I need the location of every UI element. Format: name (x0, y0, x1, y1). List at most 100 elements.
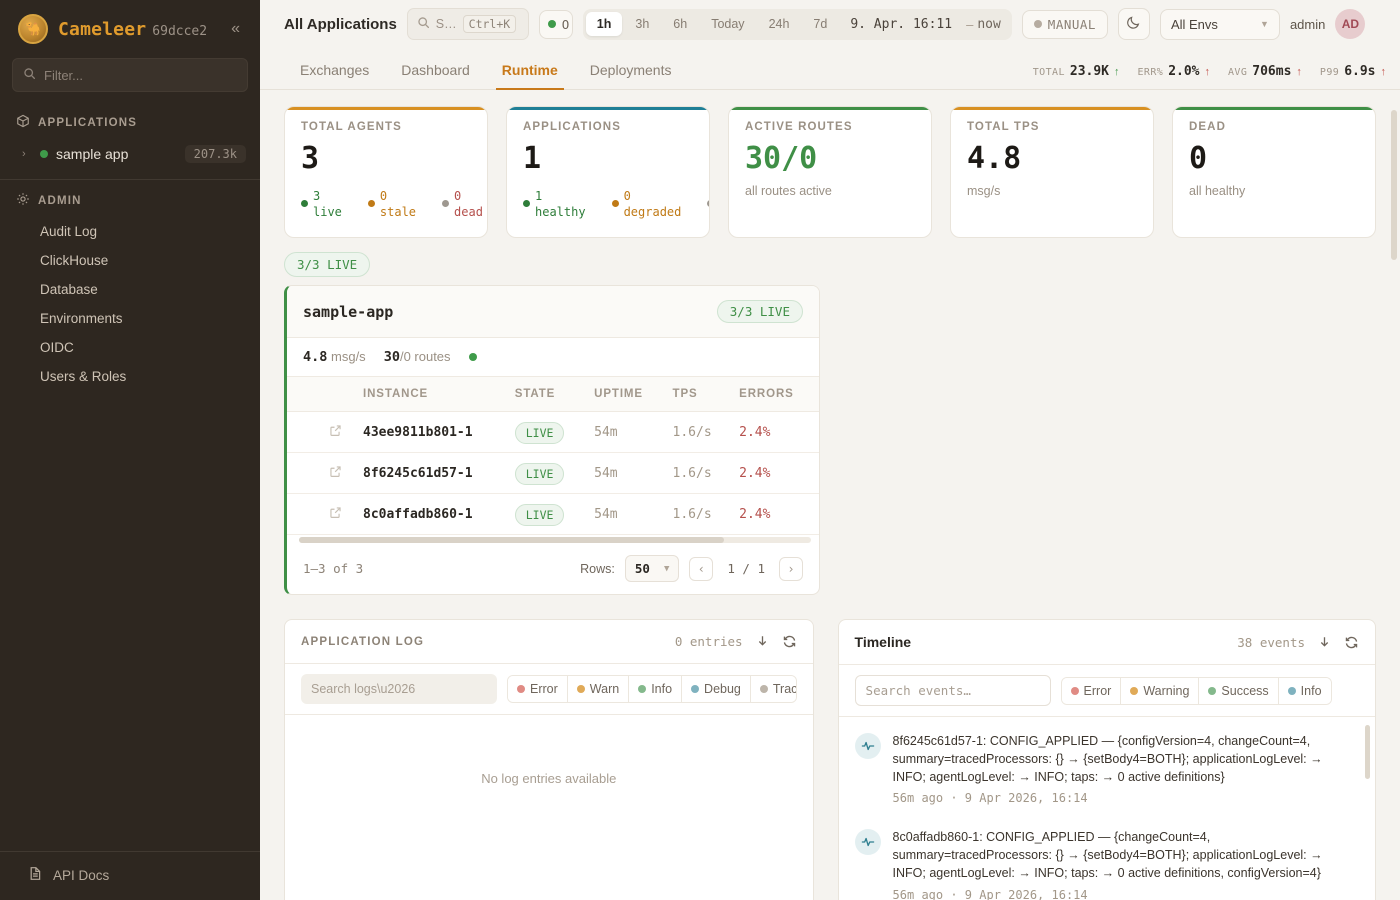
cell-errors: 2.4% (731, 493, 817, 535)
open-external-icon[interactable] (321, 452, 355, 494)
chevrons-left-icon[interactable]: « (231, 20, 240, 37)
timeline-scrollbar[interactable] (1365, 725, 1370, 779)
sidebar-item-clickhouse[interactable]: ClickHouse (40, 253, 109, 268)
range-from[interactable]: 9. Apr. 16:11 (850, 16, 953, 32)
next-page-button[interactable]: › (779, 556, 803, 581)
metric-label: AVG (1228, 67, 1248, 78)
sidebar-filter-input[interactable] (44, 67, 237, 83)
sidebar-item-users-roles[interactable]: Users & Roles (40, 369, 127, 384)
activity-icon (854, 733, 881, 759)
level-dot (1208, 686, 1217, 695)
download-icon[interactable] (1317, 635, 1332, 650)
log-level-label: Info (651, 682, 673, 696)
rows-per-page-select[interactable]: 50 ▼ (624, 555, 680, 582)
table-row[interactable]: 8f6245c61d57-1 LIVE 54m 1.6/s 2.4% 3 (287, 452, 819, 494)
th-heap[interactable]: H (816, 377, 819, 412)
refresh-mode-badge[interactable]: MANUAL (1021, 9, 1108, 39)
download-icon[interactable] (755, 634, 770, 649)
table-row[interactable]: 8c0affadb860-1 LIVE 54m 1.6/s 2.4% 4 (287, 493, 819, 535)
metric-label: TOTAL (1032, 67, 1065, 78)
range-to[interactable]: now (977, 16, 1001, 32)
log-empty-message: No log entries available (481, 771, 617, 786)
kpi-label: DEAD (1189, 121, 1226, 133)
header-metrics: TOTAL 23.9K ↑ ERR% 2.0% ↑ AVG 706ms ↑ P9… (1033, 64, 1386, 89)
log-search-input[interactable] (301, 674, 497, 704)
th-state[interactable]: STATE (506, 377, 587, 412)
theme-toggle-button[interactable] (1117, 8, 1150, 40)
th-errors[interactable]: ERRORS (731, 377, 817, 412)
open-external-icon[interactable] (321, 411, 355, 453)
page-scroll-area: TOTAL AGENTS 3 3 live (260, 90, 1400, 900)
log-level-debug[interactable]: Debug (682, 676, 751, 702)
tab-dashboard[interactable]: Dashboard (401, 62, 470, 78)
timeline-search-input[interactable] (854, 675, 1051, 706)
user-name: admin (1289, 16, 1326, 32)
connection-status-pill[interactable]: O (538, 9, 573, 39)
table-row[interactable]: 43ee9811b801-1 LIVE 54m 1.6/s 2.4% 1 (287, 411, 819, 453)
range-7d[interactable]: 7d (813, 17, 828, 31)
timeline-level-filters: Error Warning Success (1060, 676, 1332, 705)
search-icon (23, 67, 36, 83)
timeline-level-error[interactable]: Error (1061, 677, 1122, 704)
metric-total: TOTAL 23.9K ↑ (1033, 64, 1120, 79)
range-today[interactable]: Today (711, 17, 745, 31)
level-dot (517, 685, 525, 693)
tab-exchanges[interactable]: Exchanges (300, 62, 370, 78)
kpi-subtext: all routes active (745, 184, 832, 198)
timeline-level-warning[interactable]: Warning (1121, 677, 1200, 704)
timeline-level-label: Info (1300, 683, 1322, 698)
tab-runtime[interactable]: Runtime (486, 62, 574, 90)
log-level-label: Debug (704, 682, 741, 696)
cell-state-badge: LIVE (514, 462, 565, 485)
range-1h[interactable]: 1h (585, 12, 623, 36)
chevron-right-icon[interactable]: › (22, 148, 26, 160)
sidebar-item-api-docs[interactable]: API Docs (0, 851, 260, 900)
refresh-icon[interactable] (1344, 635, 1359, 650)
application-card-header[interactable]: sample-app 3/3 LIVE (287, 286, 819, 338)
log-level-info[interactable]: Info (629, 676, 683, 702)
th-uptime[interactable]: UPTIME (586, 377, 665, 412)
sidebar-item-environments[interactable]: Environments (40, 311, 123, 326)
log-level-trace[interactable]: Trace (750, 676, 796, 702)
environment-select[interactable]: All Envs ▼ (1159, 8, 1280, 40)
range-separator: – (966, 16, 974, 32)
sidebar-item-sample-app[interactable]: › sample app 207.3k (0, 139, 260, 169)
sidebar-filter[interactable] (12, 58, 248, 92)
timeline-level-success[interactable]: Success (1199, 677, 1279, 704)
global-search-placeholder: S… (435, 17, 457, 31)
cell-instance: 8f6245c61d57-1 (355, 452, 507, 494)
log-filter-row: Error Warn Info (285, 664, 813, 715)
range-3h[interactable]: 3h (635, 17, 650, 31)
range-6h[interactable]: 6h (673, 17, 688, 31)
log-level-warn[interactable]: Warn (567, 676, 630, 702)
timeline-level-info[interactable]: Info (1278, 677, 1331, 704)
th-tps[interactable]: TPS (664, 377, 732, 412)
th-instance[interactable]: INSTANCE (355, 377, 507, 412)
avatar[interactable]: AD (1335, 9, 1366, 39)
log-level-error[interactable]: Error (508, 676, 568, 702)
sidebar-item-database[interactable]: Database (40, 282, 98, 297)
list-item[interactable]: 8f6245c61d57-1: CONFIG_APPLIED — {config… (839, 721, 1375, 817)
status-dot (523, 200, 530, 207)
kpi-substat-value: 3 (313, 189, 321, 203)
search-icon (417, 16, 430, 32)
range-24h[interactable]: 24h (768, 17, 790, 31)
metric-value: 6.9s (1344, 64, 1376, 79)
list-item[interactable]: 8c0affadb860-1: CONFIG_APPLIED — {change… (839, 817, 1375, 900)
status-dot (611, 200, 619, 207)
sidebar: 🐪 Cameleer 69dcce2 « (0, 0, 260, 900)
application-routes-total: /0 routes (399, 349, 451, 364)
global-search[interactable]: S… Ctrl+K (406, 8, 529, 40)
page-scrollbar[interactable] (1391, 110, 1397, 260)
table-horizontal-scrollbar[interactable] (299, 537, 811, 543)
sidebar-item-audit-log[interactable]: Audit Log (40, 224, 98, 239)
open-external-icon[interactable] (321, 493, 355, 535)
cell-tps: 1.6/s (664, 493, 732, 535)
sidebar-item-oidc[interactable]: OIDC (40, 340, 74, 355)
prev-page-button[interactable]: ‹ (689, 556, 714, 581)
rows-per-page-value: 50 (634, 561, 650, 576)
refresh-icon[interactable] (782, 634, 797, 649)
tabbar: Exchanges Dashboard Runtime Deployments … (260, 48, 1400, 90)
sidebar-section-label: APPLICATIONS (38, 116, 138, 129)
tab-deployments[interactable]: Deployments (589, 62, 672, 78)
